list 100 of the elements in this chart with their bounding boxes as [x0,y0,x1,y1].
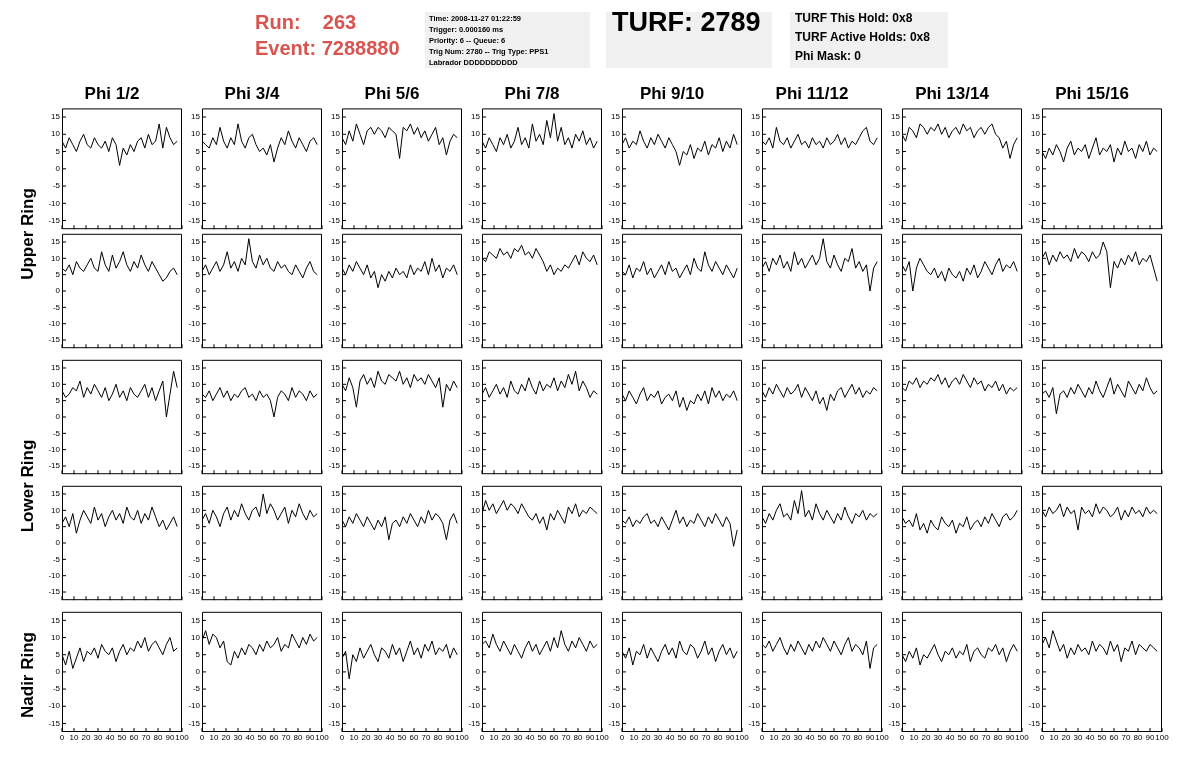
x-tick-label: 70 [141,733,151,743]
y-tick-label: 0 [755,667,761,677]
y-tick-label: 0 [55,163,61,173]
y-tick-label: -10 [608,445,621,455]
x-tick-label: 20 [501,733,511,743]
x-tick-label: 20 [921,733,931,743]
y-tick-label: 0 [475,667,481,677]
y-tick-label: 5 [195,396,201,406]
y-tick-label: 0 [615,412,621,422]
y-tick-label: 10 [471,129,481,139]
y-tick-label: -15 [48,335,61,345]
y-tick-label: 5 [335,650,341,660]
x-tick-label: 10 [909,733,919,743]
y-tick-label: -5 [52,554,61,564]
y-tick-label: 0 [895,538,901,548]
chart-title: Phi 9/10 [639,83,705,103]
y-tick-label: 10 [51,129,61,139]
y-tick-label: 5 [335,270,341,280]
chart-title: Phi 5/6 [364,83,420,103]
y-tick-label: 10 [191,632,201,642]
x-tick-label: 100 [1015,733,1030,743]
y-tick-label: 15 [51,237,61,247]
x-tick-label: 30 [93,733,103,743]
x-tick-label: 10 [489,733,499,743]
y-tick-label: 5 [55,650,61,660]
y-tick-label: -10 [888,571,901,581]
x-tick-label: 60 [269,733,279,743]
x-tick-label: 40 [385,733,395,743]
y-tick-label: -5 [472,428,481,438]
y-tick-label: 5 [1035,270,1041,280]
x-tick-label: 20 [81,733,91,743]
y-tick-label: -15 [748,335,761,345]
x-tick-label: 50 [817,733,827,743]
y-tick-label: -5 [612,428,621,438]
y-tick-label: -5 [612,684,621,694]
x-tick-label: 100 [875,733,890,743]
y-tick-label: 15 [331,615,341,625]
y-tick-label: -5 [332,684,341,694]
y-tick-label: 5 [55,396,61,406]
x-tick-label: 40 [105,733,115,743]
y-tick-label: 15 [331,237,341,247]
x-tick-label: 30 [933,733,943,743]
x-tick-label: 70 [981,733,991,743]
y-tick-label: 15 [1031,111,1041,121]
x-tick-label: 40 [245,733,255,743]
y-tick-label: -5 [892,302,901,312]
y-tick-label: -5 [192,684,201,694]
text: Run: 263 [255,11,357,33]
x-tick-label: 40 [525,733,535,743]
x-tick-label: 90 [305,733,315,743]
y-tick-label: 10 [611,129,621,139]
y-tick-label: 0 [755,286,761,296]
x-tick-label: 50 [957,733,967,743]
y-tick-label: 0 [615,286,621,296]
y-tick-label: 15 [51,363,61,373]
y-tick-label: 15 [51,489,61,499]
y-tick-label: 15 [1031,237,1041,247]
y-tick-label: 15 [751,489,761,499]
y-tick-label: 15 [471,111,481,121]
y-tick-label: 15 [1031,615,1041,625]
y-tick-label: 15 [751,615,761,625]
y-tick-label: 0 [895,412,901,422]
y-tick-label: 15 [891,615,901,625]
y-tick-label: -5 [612,180,621,190]
y-tick-label: 15 [891,363,901,373]
y-tick-label: -15 [328,718,341,728]
x-tick-label: 10 [769,733,779,743]
y-tick-label: 10 [891,505,901,515]
x-tick-label: 20 [361,733,371,743]
y-tick-label: -10 [888,701,901,711]
y-tick-label: -15 [608,461,621,471]
x-tick-label: 100 [175,733,190,743]
y-tick-label: -10 [468,445,481,455]
x-tick-label: 70 [841,733,851,743]
y-tick-label: 10 [51,505,61,515]
y-tick-label: 0 [755,538,761,548]
x-tick-label: 60 [829,733,839,743]
y-tick-label: 0 [195,286,201,296]
y-tick-label: -10 [1028,319,1041,329]
y-tick-label: 10 [751,505,761,515]
y-tick-label: -10 [328,198,341,208]
y-tick-label: -15 [468,461,481,471]
y-tick-label: 10 [611,379,621,389]
y-tick-label: -5 [332,302,341,312]
y-tick-label: -5 [472,302,481,312]
y-tick-label: -10 [748,319,761,329]
y-tick-label: -15 [188,718,201,728]
text: TURF Active Holds: 0x8 [795,30,930,44]
y-tick-label: 5 [895,522,901,532]
y-tick-label: 15 [191,111,201,121]
y-tick-label: -15 [1028,461,1041,471]
y-tick-label: 10 [891,129,901,139]
y-tick-label: 5 [55,270,61,280]
y-tick-label: 0 [615,667,621,677]
y-tick-label: -15 [888,335,901,345]
y-tick-label: 0 [1035,412,1041,422]
x-tick-label: 40 [1085,733,1095,743]
y-tick-label: -10 [888,445,901,455]
x-tick-label: 50 [117,733,127,743]
x-tick-label: 80 [713,733,723,743]
